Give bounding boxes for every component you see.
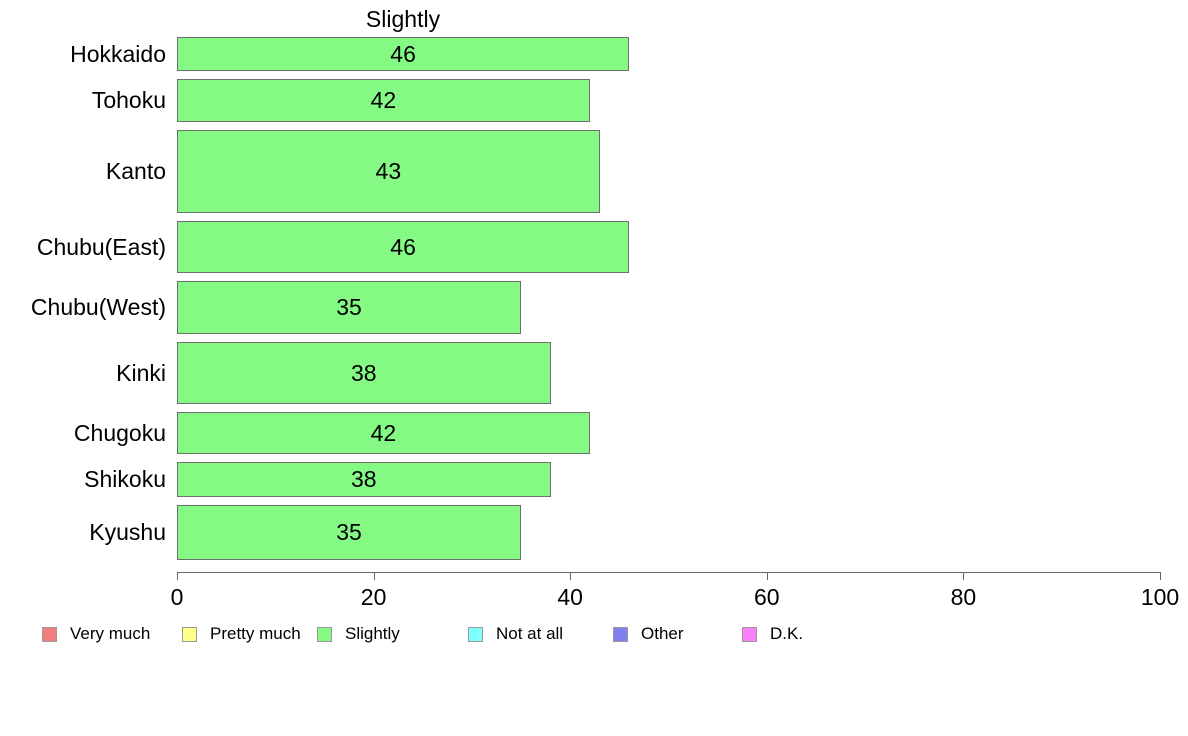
legend-item-other: Other — [613, 624, 684, 644]
bar-kanto: 43 — [177, 130, 600, 213]
bar-hokkaido: 46 — [177, 37, 630, 71]
x-axis-tick — [766, 572, 768, 580]
legend-swatch — [42, 626, 57, 642]
x-axis-tick-label: 20 — [360, 584, 387, 610]
category-label-hokkaido: Hokkaido — [70, 40, 166, 67]
x-axis-line — [177, 572, 1160, 573]
x-axis-tick — [963, 572, 965, 580]
legend-label: Slightly — [345, 624, 400, 643]
legend-label: Not at all — [496, 624, 564, 643]
legend-label: Pretty much — [210, 624, 301, 643]
bar-value-label: 46 — [390, 40, 416, 67]
bar-value-label: 38 — [350, 466, 377, 492]
bar-value-label: 42 — [370, 87, 397, 113]
bar-tohoku: 42 — [177, 79, 590, 122]
bar-value-label: 42 — [370, 419, 397, 446]
chart-title: Slightly — [365, 6, 441, 32]
legend-swatch — [742, 626, 757, 642]
bar-value-label: 46 — [390, 233, 416, 260]
x-axis-tick — [373, 572, 375, 580]
legend-label: Other — [641, 624, 684, 643]
category-label-chugoku: Chugoku — [73, 419, 166, 446]
legend-swatch — [182, 626, 197, 642]
x-axis-tick-label: 40 — [557, 584, 583, 610]
category-label-kinki: Kinki — [116, 359, 166, 386]
legend-item-very-much: Very much — [42, 624, 150, 644]
legend-item-not-at-all: Not at all — [468, 624, 563, 644]
legend-item-slightly: Slightly — [317, 624, 400, 644]
category-label-kanto: Kanto — [105, 158, 166, 184]
category-label-chubu-west-: Chubu(West) — [30, 294, 166, 320]
legend-label: D.K. — [770, 624, 804, 643]
bar-kyushu: 35 — [177, 505, 522, 560]
bar-value-label: 43 — [375, 158, 402, 184]
legend-swatch — [613, 626, 628, 642]
category-label-tohoku: Tohoku — [91, 87, 166, 113]
bar-value-label: 38 — [350, 359, 377, 386]
legend-swatch — [317, 626, 332, 642]
category-label-chubu-east-: Chubu(East) — [36, 233, 166, 260]
bar-chugoku: 42 — [177, 412, 590, 454]
x-axis-tick — [1160, 572, 1161, 580]
bar-shikoku: 38 — [177, 462, 551, 497]
x-axis-tick — [570, 572, 572, 580]
bar-value-label: 35 — [336, 294, 362, 320]
legend-label: Very much — [70, 624, 151, 643]
legend-item-d-k-: D.K. — [742, 624, 803, 644]
bar-chubu-east-: 46 — [177, 221, 630, 273]
legend-swatch — [468, 626, 483, 642]
x-axis-tick — [177, 572, 178, 580]
bar-chubu-west-: 35 — [177, 281, 522, 334]
x-axis-tick-label: 0 — [170, 584, 184, 610]
x-axis-tick-label: 100 — [1140, 584, 1180, 610]
category-label-shikoku: Shikoku — [84, 466, 166, 492]
bar-value-label: 35 — [336, 519, 362, 545]
bar-kinki: 38 — [177, 342, 551, 404]
x-axis-tick-label: 80 — [950, 584, 977, 610]
category-label-kyushu: Kyushu — [89, 519, 166, 545]
x-axis-tick-label: 60 — [754, 584, 780, 610]
legend-item-pretty-much: Pretty much — [182, 624, 301, 644]
